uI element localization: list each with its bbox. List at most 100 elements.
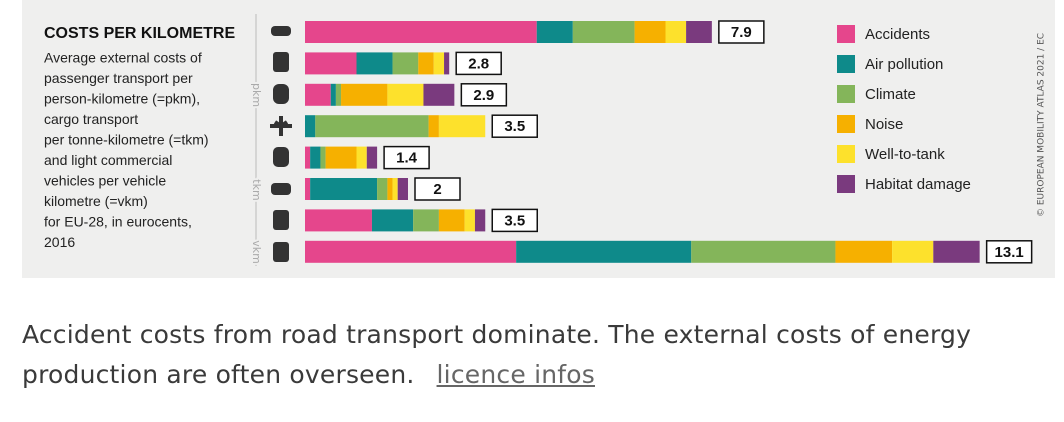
legend-label: Habitat damage — [865, 176, 971, 193]
bar-segment — [572, 21, 635, 43]
bar-segment — [341, 83, 388, 106]
icon-plane — [270, 116, 292, 136]
legend-swatch — [837, 55, 855, 73]
caption-line: production are often overseen. licence in… — [22, 360, 595, 389]
total-label: 2.8 — [468, 55, 489, 72]
total-box — [414, 177, 461, 201]
licence-link[interactable]: licence infos — [436, 360, 595, 389]
total-label: 3.5 — [504, 212, 525, 229]
bar-segment — [315, 115, 429, 138]
bar-segment — [474, 209, 486, 232]
caption-text: production are often overseen. — [22, 360, 415, 389]
caption: Accident costs from road transport domin… — [22, 320, 972, 349]
icons — [270, 26, 292, 262]
bar-segment — [387, 83, 424, 106]
bar-segment — [310, 178, 378, 200]
bar-segment — [392, 178, 398, 200]
bar-segment — [305, 240, 517, 263]
icon-car — [271, 26, 291, 36]
legend-label: Noise — [865, 116, 903, 133]
total-label: 3.5 — [504, 118, 525, 135]
subtitle-line: kilometre (=vkm) — [44, 193, 148, 209]
legend-label: Air pollution — [865, 56, 943, 73]
bar-segment — [433, 52, 445, 75]
bar-segment — [536, 21, 573, 43]
bar-segment — [933, 240, 980, 263]
bar-segment — [413, 209, 439, 232]
bar-segment — [371, 209, 414, 232]
subtitle-line: 2016 — [44, 234, 75, 250]
total-box — [383, 145, 430, 170]
bar-segment — [310, 146, 321, 169]
bar-segment — [418, 52, 434, 75]
bar-segment — [835, 240, 893, 263]
total-label: 1.4 — [396, 150, 418, 167]
legend-label: Accidents — [865, 26, 930, 43]
bar-segment — [438, 209, 465, 232]
bar-segment — [444, 52, 450, 75]
bar-segment — [305, 115, 316, 138]
total-box — [985, 240, 1033, 264]
bar-segment — [320, 146, 326, 169]
bar-segment — [464, 209, 475, 232]
bar-segment — [366, 146, 378, 169]
chart-title: COSTS PER KILOMETRE — [44, 25, 235, 42]
subtitle-line: per tonne-kilometre (=tkm) — [44, 132, 209, 148]
bar-segment — [377, 178, 388, 200]
bar-segment — [686, 21, 712, 43]
bar-segment — [305, 21, 537, 43]
bar-segment — [356, 146, 367, 169]
legend-swatch — [837, 25, 855, 43]
legend-label: Climate — [865, 86, 916, 103]
legend-swatch — [837, 115, 855, 133]
total-box — [718, 20, 765, 44]
bar-segment — [305, 209, 372, 232]
bar-segment — [423, 83, 455, 106]
legend-swatch — [837, 175, 855, 193]
subtitle-line: and light commercial — [44, 152, 172, 168]
bar-segment — [516, 240, 692, 263]
subtitle-line: for EU-28, in eurocents, — [44, 214, 192, 230]
icon-truck — [273, 210, 289, 230]
subtitle-line: cargo transport — [44, 111, 138, 127]
total-label: 13.1 — [995, 244, 1024, 261]
group-label: pkm — [250, 83, 263, 107]
subtitle-line: vehicles per vehicle — [44, 173, 166, 189]
icon-lcv — [273, 242, 289, 262]
bar-segment — [665, 21, 687, 43]
group-label: tkm — [250, 179, 263, 200]
total-box — [491, 114, 538, 138]
bar-segment — [428, 115, 439, 138]
chart-background — [22, 0, 1055, 278]
total-box — [455, 51, 502, 76]
bar-segment — [356, 52, 393, 75]
total-box — [460, 83, 508, 107]
bar-segment — [397, 178, 408, 200]
icon-coach — [273, 84, 289, 104]
subtitle-line: person-kilometre (=pkm), — [44, 91, 200, 107]
bar-segment — [438, 115, 486, 138]
bar-segment — [634, 21, 666, 43]
credit: © EUROPEAN MOBILITY ATLAS 2021 / EC — [1037, 33, 1047, 217]
legend-swatch — [837, 145, 855, 163]
bar-segment — [387, 178, 393, 200]
legend-label: Well-to-tank — [865, 146, 945, 163]
legend-swatch — [837, 85, 855, 103]
bar-segment — [305, 178, 311, 200]
subtitle-line: Average external costs of — [44, 50, 202, 66]
bar-segment — [330, 83, 336, 106]
total-label: 7.9 — [731, 24, 752, 41]
bar-segment — [305, 146, 311, 169]
bar-segment — [305, 52, 357, 75]
total-label: 2.9 — [473, 87, 494, 104]
icon-van — [271, 183, 291, 195]
bar-segment — [335, 83, 342, 106]
subtitle-line: passenger transport per — [44, 70, 193, 86]
icon-bus — [273, 52, 289, 72]
bar-segment — [892, 240, 934, 263]
bar-segment — [392, 52, 419, 75]
bar-segment — [691, 240, 836, 263]
bar-segment — [305, 83, 331, 106]
chart: COSTS PER KILOMETRE Average external cos… — [22, 0, 1055, 278]
